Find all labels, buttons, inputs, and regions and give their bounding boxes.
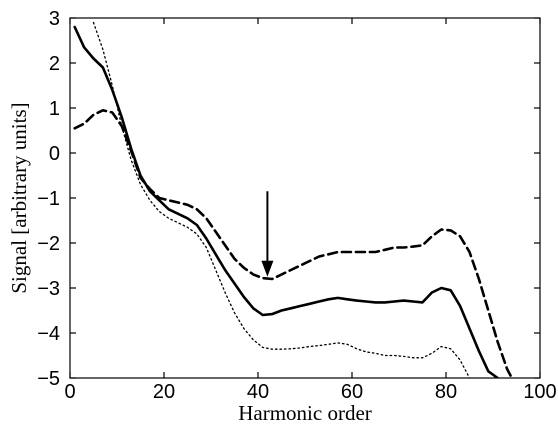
annotations [261, 191, 274, 277]
axis-tick-labels: 0 20 40 60 80 100 3 2 1 0 −1 −2 −3 −4 −5 [37, 8, 557, 403]
series-line-dashed [73, 109, 514, 378]
x-tick-label: 20 [153, 381, 175, 403]
series-line-solid [73, 25, 499, 378]
x-tick-label: 40 [247, 381, 269, 403]
arrow-head [261, 260, 274, 277]
y-tick-label: −1 [37, 188, 60, 210]
series-group [73, 21, 514, 378]
x-tick-label: 80 [435, 381, 457, 403]
axis-ticks [69, 17, 541, 379]
x-axis-label: Harmonic order [238, 401, 372, 425]
y-tick-label: 1 [49, 98, 60, 120]
y-tick-label: 2 [49, 53, 60, 75]
x-tick-label: 0 [64, 381, 75, 403]
x-tick-label: 60 [341, 381, 363, 403]
y-tick-label: −3 [37, 278, 60, 300]
plot-frame [69, 17, 541, 379]
y-tick-label: −2 [37, 233, 60, 255]
x-tick-label: 100 [523, 381, 556, 403]
y-tick-label: 3 [49, 8, 60, 30]
y-tick-label: 0 [49, 143, 60, 165]
series-line-dotted [92, 21, 471, 378]
y-tick-label: −4 [37, 323, 60, 345]
y-tick-label: −5 [37, 368, 60, 390]
y-axis-label: Signal [arbitrary units] [7, 102, 31, 293]
